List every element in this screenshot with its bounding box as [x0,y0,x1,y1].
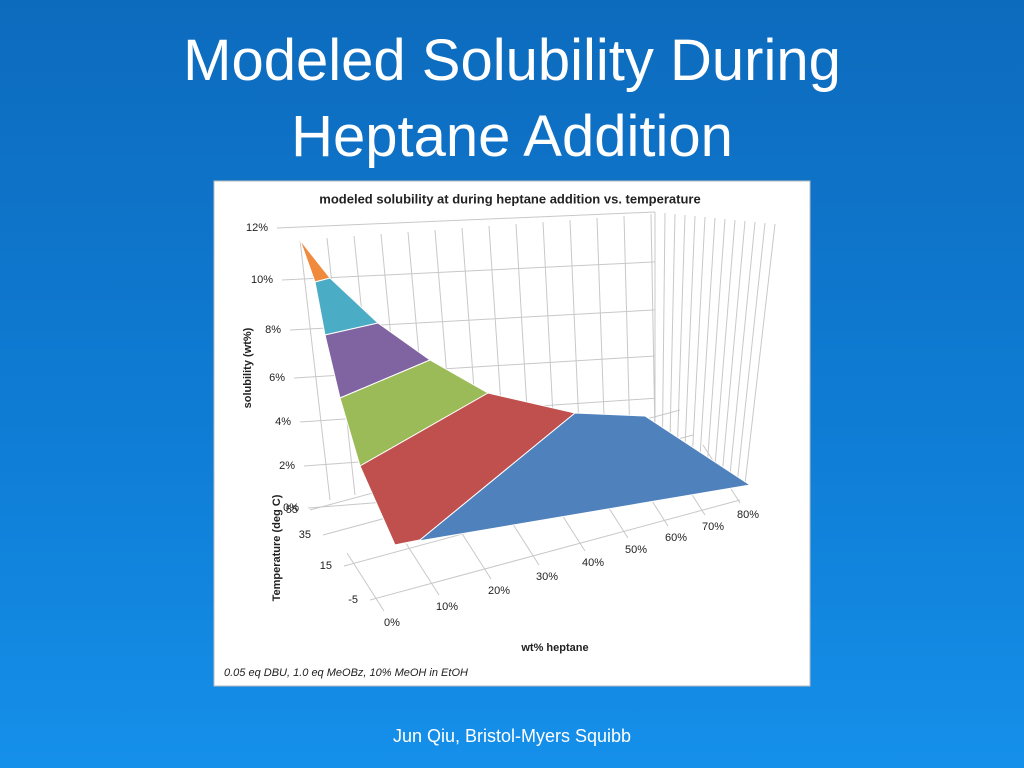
grid-line [276,211,656,229]
wall-line [662,212,666,435]
x-tick-label: 50% [625,544,647,556]
wall-line [707,218,726,462]
y-tick-label: 35 [299,529,311,541]
wall-line [684,215,696,449]
z-tick-label: 12% [246,222,268,234]
wall-line [692,216,706,453]
chart-title: modeled solubility at during heptane add… [319,191,700,206]
wall-line [299,239,331,501]
grid-line [281,261,656,281]
wall-line [714,219,736,467]
surface-band [394,412,752,546]
y-tick-label: -5 [348,594,358,606]
slide-title: Heptane Addition [291,104,733,169]
grid-line [401,536,440,596]
x-tick-label: 30% [536,571,558,583]
grid-line [346,552,385,612]
x-tick-label: 60% [665,532,687,544]
z-axis-title: solubility (wt%) [242,327,254,408]
chart-note: 0.05 eq DBU, 1.0 eq MeOBz, 10% MeOH in E… [224,667,468,679]
z-tick-label: 6% [269,372,285,384]
wall-line [669,213,676,440]
wall-line [737,222,766,480]
x-axis-title: wt% heptane [520,642,588,654]
z-tick-label: 8% [265,324,281,336]
y-tick-label: 55 [286,504,298,516]
z-tick-label: 10% [251,274,273,286]
x-tick-label: 20% [488,585,510,597]
wall-line [677,214,686,444]
z-tick-label: 0% [283,502,299,514]
x-tick-label: 10% [436,601,458,613]
x-tick-label: 0% [384,617,400,629]
surface [299,239,752,546]
slide-title: Modeled Solubility During [183,28,841,93]
wall-line [699,217,716,458]
wall-line [569,219,581,451]
x-tick-label: 70% [702,521,724,533]
wall-line [744,223,776,485]
wall-line [729,221,756,476]
x-tick-label: 80% [737,509,759,521]
y-tick-label: 15 [320,560,332,572]
z-tick-label: 2% [279,460,295,472]
footer: Jun Qiu, Bristol-Myers Squibb [392,726,632,746]
y-axis-title: Temperature (deg C) [271,494,283,601]
wall-line [596,217,606,446]
wall-line [722,220,746,471]
x-tick-label: 40% [582,557,604,569]
z-tick-label: 4% [275,416,291,428]
wall-line [623,215,631,441]
